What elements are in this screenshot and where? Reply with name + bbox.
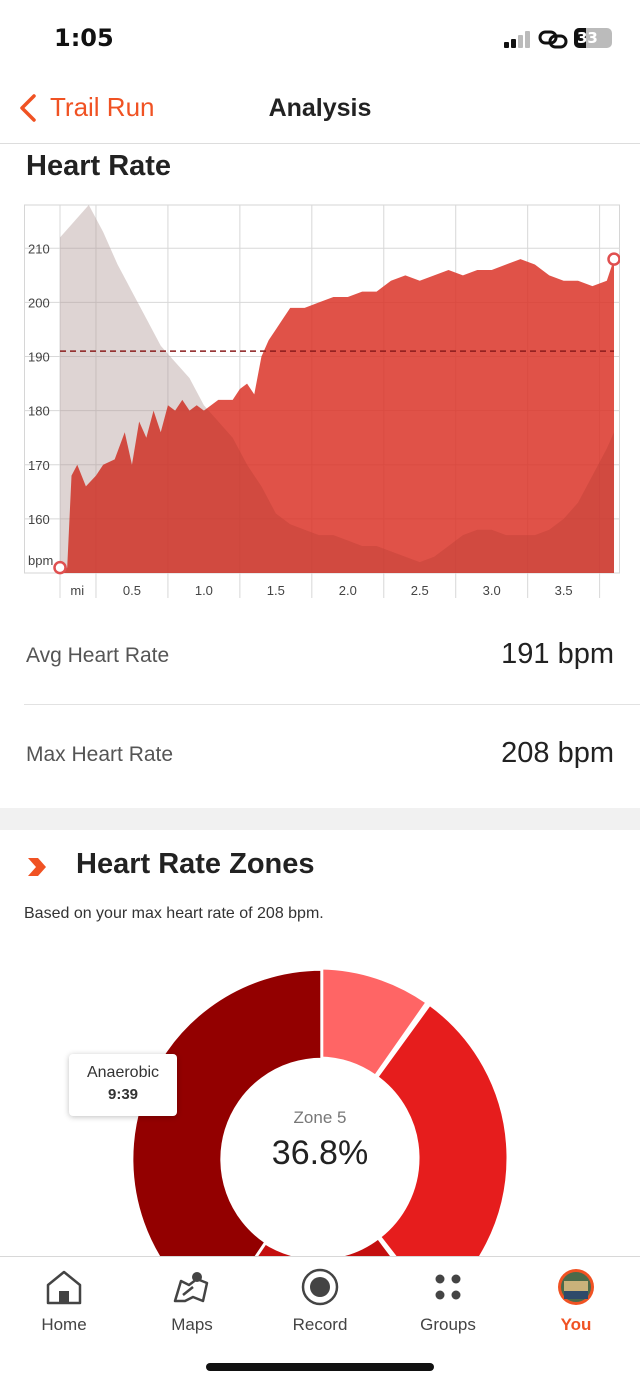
tooltip-value: 9:39 bbox=[107, 1086, 139, 1103]
x-tick-label: 3.5 bbox=[555, 583, 573, 598]
tooltip-label: Anaerobic bbox=[86, 1064, 160, 1081]
endpoint-marker bbox=[607, 252, 620, 266]
avg-heart-rate-value: 191 bpm bbox=[501, 638, 614, 670]
donut-center: Zone 5 36.8% bbox=[220, 1108, 420, 1173]
y-tick-label: 210 bbox=[28, 241, 50, 256]
status-bar: 1:05 33 bbox=[0, 0, 640, 80]
tab-record[interactable]: Record bbox=[256, 1265, 384, 1335]
back-label: Trail Run bbox=[50, 92, 155, 122]
tab-maps-label: Maps bbox=[171, 1315, 213, 1334]
tab-groups-label: Groups bbox=[420, 1315, 476, 1334]
zone-1-segment[interactable] bbox=[318, 966, 430, 1079]
donut-zone-label: Zone 5 bbox=[293, 1108, 347, 1127]
y-tick-label: 170 bbox=[28, 458, 50, 473]
heart-rate-title: Heart Rate bbox=[26, 150, 172, 182]
section-separator bbox=[0, 808, 640, 830]
max-heart-rate-row: Max Heart Rate 208 bpm bbox=[0, 705, 640, 803]
home-icon bbox=[46, 1270, 82, 1305]
status-time: 1:05 bbox=[54, 24, 114, 52]
x-tick-label: 1.5 bbox=[267, 583, 285, 598]
y-tick-label: 190 bbox=[28, 350, 50, 365]
overlap-area bbox=[60, 205, 614, 573]
maps-icon bbox=[173, 1272, 209, 1303]
tab-home[interactable]: Home bbox=[0, 1265, 128, 1335]
max-heart-rate-value: 208 bpm bbox=[501, 737, 614, 769]
tab-groups[interactable]: Groups bbox=[384, 1265, 512, 1335]
zone-3-segment[interactable] bbox=[215, 1235, 433, 1256]
record-icon bbox=[301, 1268, 339, 1306]
tab-home-label: Home bbox=[41, 1315, 87, 1334]
x-unit-label: mi bbox=[70, 583, 84, 598]
max-heart-rate-label: Max Heart Rate bbox=[26, 743, 174, 766]
tab-you-label: You bbox=[560, 1315, 592, 1334]
tab-maps[interactable]: Maps bbox=[128, 1265, 256, 1335]
zone-tooltip: Anaerobic 9:39 bbox=[69, 1054, 177, 1116]
page-title: Analysis bbox=[268, 94, 372, 122]
y-tick-label: 160 bbox=[28, 512, 50, 527]
x-tick-label: 0.5 bbox=[123, 583, 141, 598]
x-tick-label: 1.0 bbox=[195, 583, 213, 598]
zones-chevron-icon bbox=[28, 858, 46, 876]
signal-icon bbox=[504, 30, 534, 48]
heart-rate-area bbox=[60, 259, 614, 573]
battery-level: 33 bbox=[577, 29, 598, 47]
zone-5-segment[interactable] bbox=[130, 967, 324, 1256]
heart-rate-chart[interactable]: 210 200 190 180 170 160 bpm mi 0.5 1.0 1.5 2.0 2.5 3.… bbox=[24, 200, 620, 602]
endpoint-marker bbox=[53, 560, 67, 575]
link-icon bbox=[538, 30, 568, 49]
tab-record-label: Record bbox=[292, 1315, 348, 1334]
heart-rate-zones-donut[interactable] bbox=[0, 940, 640, 1256]
home-indicator bbox=[206, 1363, 434, 1371]
chevron-left-icon bbox=[20, 93, 36, 122]
avg-heart-rate-row: Avg Heart Rate 191 bpm bbox=[0, 606, 640, 704]
tab-you[interactable]: You bbox=[512, 1265, 640, 1335]
donut-zone-percent: 36.8% bbox=[271, 1134, 369, 1172]
groups-icon bbox=[435, 1274, 461, 1300]
heart-rate-zones-subtitle: Based on your max heart rate of 208 bpm. bbox=[24, 905, 324, 922]
battery-icon: 33 bbox=[574, 28, 612, 48]
y-unit-label: bpm bbox=[28, 553, 53, 568]
y-tick-label: 180 bbox=[28, 404, 50, 419]
divider bbox=[24, 704, 640, 705]
y-tick-label: 200 bbox=[28, 295, 50, 310]
avatar-icon bbox=[558, 1269, 594, 1305]
zone-2-segment[interactable] bbox=[374, 1002, 510, 1256]
x-tick-label: 2.0 bbox=[339, 583, 357, 598]
avg-heart-rate-label: Avg Heart Rate bbox=[26, 644, 170, 667]
navigation-bar: Trail Run Analysis bbox=[0, 80, 640, 144]
heart-rate-zones-title: Heart Rate Zones bbox=[76, 848, 315, 880]
back-button[interactable]: Trail Run bbox=[18, 92, 155, 123]
x-tick-label: 2.5 bbox=[411, 583, 429, 598]
x-tick-label: 3.0 bbox=[483, 583, 501, 598]
